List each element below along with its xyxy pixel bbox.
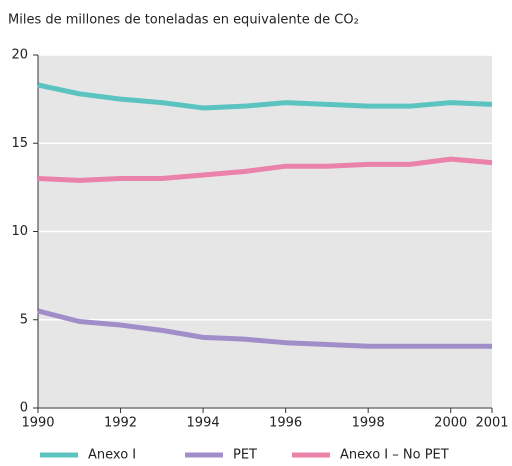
y-tick-label: 20 <box>11 48 28 63</box>
y-tick-label: 10 <box>11 224 28 239</box>
legend-label: Anexo I – No PET <box>340 448 449 463</box>
series-line <box>37 308 492 349</box>
x-tick-label: 1992 <box>104 416 137 431</box>
x-tick-label: 1994 <box>187 416 220 431</box>
legend-label: Anexo I <box>88 448 136 463</box>
x-tick-label: 1990 <box>21 416 54 431</box>
x-tick-label: 2000 <box>434 416 467 431</box>
series-line <box>37 82 493 111</box>
y-tick-label: 5 <box>20 312 28 327</box>
y-tick-label: 15 <box>11 136 28 151</box>
x-tick-label: 1998 <box>352 416 385 431</box>
y-tick-label: 0 <box>20 401 28 416</box>
chart-title: Miles de millones de toneladas en equiva… <box>8 13 359 28</box>
x-tick-label: 2001 <box>475 416 508 431</box>
series-line <box>37 156 493 183</box>
x-tick-label: 1996 <box>269 416 302 431</box>
legend-label: PET <box>233 448 257 463</box>
